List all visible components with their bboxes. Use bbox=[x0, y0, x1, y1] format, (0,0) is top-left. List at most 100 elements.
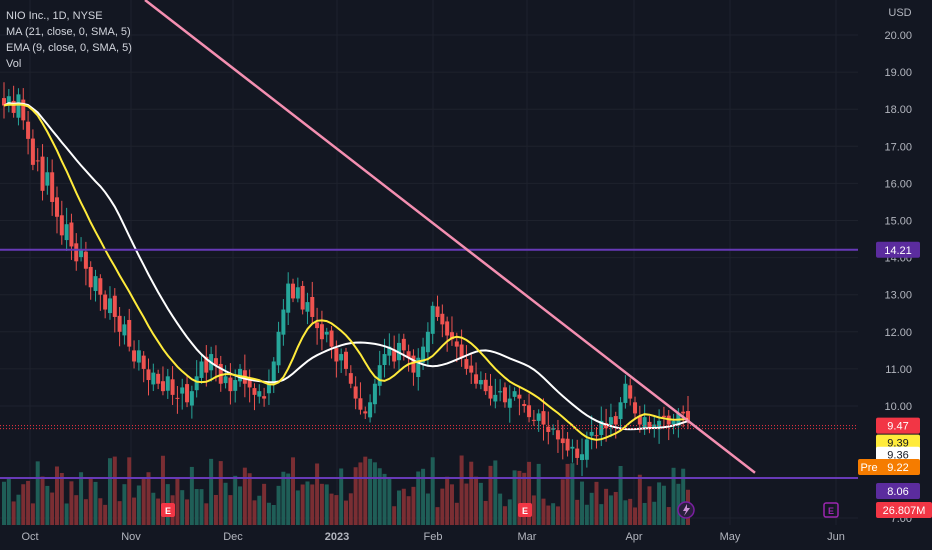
candle-body bbox=[103, 294, 108, 310]
candle-body bbox=[686, 411, 690, 421]
ma-line[interactable] bbox=[3, 102, 689, 431]
volume-bar bbox=[107, 458, 112, 525]
candle-body bbox=[276, 331, 281, 366]
ma-indicator-label[interactable]: MA (21, close, 0, SMA, 5) bbox=[6, 26, 131, 38]
volume-bar bbox=[257, 495, 262, 525]
volume-bar bbox=[613, 491, 618, 525]
future-earnings-marker[interactable] bbox=[823, 502, 839, 518]
earnings-marker[interactable] bbox=[161, 503, 175, 517]
candle-body bbox=[26, 121, 31, 139]
candle-body bbox=[107, 298, 112, 314]
candle-body bbox=[252, 388, 257, 395]
price-tag-label: 9.39 bbox=[887, 438, 908, 450]
candle-body bbox=[358, 398, 363, 410]
volume-bar bbox=[676, 483, 681, 525]
candle-body bbox=[127, 319, 132, 347]
volume-bar bbox=[315, 463, 320, 525]
candle-body bbox=[291, 283, 296, 299]
volume-bar bbox=[565, 463, 570, 525]
volume-indicator-label[interactable]: Vol bbox=[6, 58, 22, 70]
ema-line[interactable] bbox=[3, 103, 689, 441]
candle-body bbox=[305, 302, 310, 312]
candle-body bbox=[363, 411, 368, 414]
price-tag[interactable] bbox=[876, 434, 920, 451]
volume-bar bbox=[512, 470, 517, 525]
volume-bar bbox=[372, 462, 377, 525]
candle-body bbox=[6, 96, 11, 104]
volume-bar bbox=[310, 484, 315, 525]
volume-bar bbox=[242, 467, 247, 525]
candle-body bbox=[580, 454, 585, 461]
price-axis-tick: 17.00 bbox=[884, 141, 912, 153]
candle-body bbox=[112, 295, 117, 317]
price-tag[interactable] bbox=[876, 417, 920, 434]
volume-bar bbox=[83, 499, 88, 525]
price-tag-label: 14.21 bbox=[884, 245, 912, 257]
volume-bar bbox=[594, 481, 599, 525]
premarket-tag[interactable] bbox=[858, 458, 880, 475]
volume-bar bbox=[604, 488, 609, 525]
volume-bar bbox=[382, 473, 387, 525]
time-axis-tick: Oct bbox=[21, 531, 38, 543]
earnings-marker[interactable] bbox=[518, 503, 532, 517]
price-tag[interactable] bbox=[876, 482, 920, 499]
volume-bar bbox=[16, 494, 21, 525]
candle-body bbox=[228, 377, 233, 392]
price-tag[interactable] bbox=[876, 502, 932, 518]
candle-body bbox=[531, 419, 536, 421]
ema-indicator-label[interactable]: EMA (9, close, 0, SMA, 5) bbox=[6, 42, 132, 54]
volume-bar bbox=[474, 476, 479, 525]
volume-bar bbox=[40, 476, 45, 525]
candle-body bbox=[392, 349, 397, 362]
candle-body bbox=[218, 363, 223, 384]
volume-bar bbox=[502, 506, 507, 525]
volume-bar bbox=[647, 486, 652, 525]
price-tag[interactable] bbox=[876, 241, 920, 258]
volume-bar bbox=[657, 482, 662, 525]
volume-bar bbox=[329, 493, 334, 525]
candle-body bbox=[160, 381, 165, 392]
trendline[interactable] bbox=[144, 0, 756, 474]
volume-bar bbox=[194, 489, 199, 525]
candle-body bbox=[30, 138, 35, 165]
candle-body bbox=[300, 285, 305, 310]
volume-bar bbox=[483, 500, 488, 525]
volume-bar bbox=[430, 457, 435, 525]
price-axis-tick: 18.00 bbox=[884, 104, 912, 116]
price-tag-label: 8.06 bbox=[887, 486, 908, 498]
volume-bar bbox=[98, 498, 103, 525]
volume-bar bbox=[218, 461, 223, 525]
volume-bar bbox=[392, 506, 397, 525]
candle-body bbox=[401, 338, 406, 351]
volume-bar bbox=[334, 495, 339, 525]
volume-bar bbox=[498, 493, 503, 525]
price-tag[interactable] bbox=[876, 458, 920, 475]
volume-bar bbox=[440, 488, 445, 525]
price-tag[interactable] bbox=[876, 446, 920, 463]
volume-bar bbox=[74, 495, 79, 525]
symbol-title[interactable]: NIO Inc., 1D, NYSE bbox=[6, 10, 103, 22]
volume-bar bbox=[580, 481, 585, 525]
volume-bar bbox=[50, 492, 55, 525]
candle-body bbox=[324, 331, 329, 335]
volume-bar bbox=[117, 501, 122, 525]
volume-bar bbox=[608, 495, 613, 525]
volume-bar bbox=[35, 461, 40, 525]
volume-bar bbox=[661, 485, 666, 525]
volume-bar bbox=[103, 504, 108, 525]
price-axis-tick: 13.00 bbox=[884, 290, 912, 302]
volume-bar bbox=[213, 494, 218, 525]
time-axis-tick: Dec bbox=[223, 531, 243, 543]
volume-bar bbox=[228, 495, 233, 525]
volume-bar bbox=[11, 501, 16, 525]
time-axis-tick: Nov bbox=[121, 531, 141, 543]
volume-bar bbox=[305, 481, 310, 525]
volume-bar bbox=[127, 457, 132, 525]
candle-body bbox=[599, 420, 604, 436]
candle-body bbox=[454, 341, 459, 347]
candle-body bbox=[642, 417, 647, 429]
volume-bar bbox=[411, 486, 416, 525]
volume-bar bbox=[26, 480, 31, 525]
